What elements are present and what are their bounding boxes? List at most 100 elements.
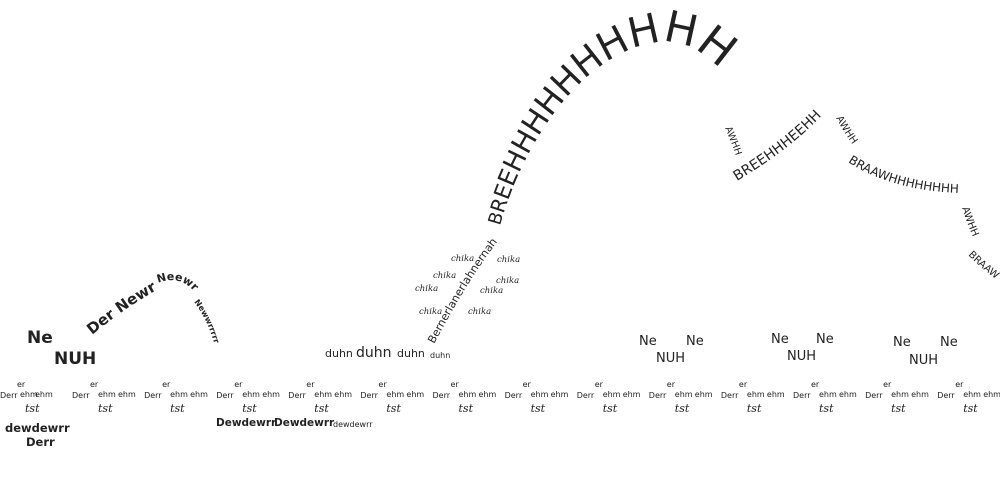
beat-ehm-text: ehm — [170, 390, 188, 399]
beat-er-text: er — [523, 380, 532, 389]
beat-derr-text: Derr — [288, 391, 306, 400]
dewdewrr-text-2: Dewdewrr — [274, 417, 335, 429]
braaw-text: BRAAW — [966, 249, 1000, 281]
beat-er-text: er — [162, 380, 171, 389]
ne-nuh-group-3: Ne Ne NUH — [893, 335, 958, 368]
beat-derr-text: Derr — [360, 391, 378, 400]
chika-text-8: chika — [468, 307, 491, 317]
dewdewrr-text-3: dewdewrr — [333, 420, 373, 429]
beat-derr-text: Derr — [721, 391, 739, 400]
beat-ehm-text: ehm — [983, 390, 1000, 399]
beat-ehm-text: ehm — [35, 390, 53, 399]
ne-text: Ne — [893, 335, 911, 350]
ne-nuh-group-1: Ne Ne NUH — [639, 334, 704, 366]
beat-ehm-text: ehm — [190, 390, 208, 399]
beat-ehm-text: ehm — [314, 390, 332, 399]
awhh-text-3: AWHH — [959, 205, 980, 238]
beat-er-text: er — [667, 380, 676, 389]
beat-tst-text: tst — [314, 402, 329, 415]
ne-text: Ne — [816, 332, 834, 347]
ne-text-left: Ne — [27, 328, 53, 348]
beat-ehm-text: ehm — [262, 390, 280, 399]
chika-text-2: chika — [433, 271, 456, 281]
breeh-letter: B — [485, 210, 509, 228]
beat-ehm-text: ehm — [118, 390, 136, 399]
beat-er-text: er — [234, 380, 243, 389]
beat-er-text: er — [955, 380, 964, 389]
braawhh-text: BRAAWHHHHHHHH — [846, 153, 959, 196]
beat-derr-text: Derr — [0, 391, 18, 400]
beat-derr-text: Derr — [72, 391, 90, 400]
beat-tst-text: tst — [891, 402, 906, 415]
beat-tst-text: tst — [386, 402, 401, 415]
chika-text-4: chika — [419, 307, 442, 317]
beat-tst-text: tst — [531, 402, 546, 415]
beat-er-text: er — [451, 380, 460, 389]
beat-tst-text: tst — [242, 402, 257, 415]
ne-nuh-group-2: Ne Ne NUH — [771, 332, 834, 364]
beat-ehm-text: ehm — [242, 390, 260, 399]
nuh-text: NUH — [656, 351, 685, 366]
beat-er-text: er — [378, 380, 387, 389]
beat-tst-text: tst — [819, 402, 834, 415]
beat-tst-text: tst — [25, 402, 40, 415]
duhn-text-3: duhn — [397, 347, 425, 360]
beat-ehm-text: ehm — [459, 390, 477, 399]
beat-tst-text: tst — [459, 402, 474, 415]
ne-text: Ne — [686, 334, 704, 349]
beat-tst-text: tst — [170, 402, 185, 415]
beat-ehm-text: ehm — [675, 390, 693, 399]
beat-ehm-text: ehm — [551, 390, 569, 399]
duhn-text-2: duhn — [356, 345, 392, 361]
neewr-text: Neewr — [155, 270, 201, 294]
beat-ehm-text: ehm — [406, 390, 424, 399]
beat-derr-text: Derr — [649, 391, 667, 400]
beat-ehm-text: ehm — [963, 390, 981, 399]
beat-ehm-text: ehm — [911, 390, 929, 399]
beat-derr-text: Derr — [793, 391, 811, 400]
beat-ehm-text: ehm — [819, 390, 837, 399]
beat-er-text: er — [811, 380, 820, 389]
beat-tst-text: tst — [98, 402, 113, 415]
beat-tst-text: tst — [963, 402, 978, 415]
beat-tst-text: tst — [675, 402, 690, 415]
ne-text: Ne — [771, 332, 789, 347]
newwrrrrr-text: Newwrrrrr — [192, 298, 221, 345]
beat-derr-text: Derr — [216, 391, 234, 400]
beat-er-text: er — [739, 380, 748, 389]
beat-er-text: er — [17, 380, 26, 389]
chika-text-1: chika — [451, 254, 474, 264]
beat-ehm-text: ehm — [747, 390, 765, 399]
beat-tst-text: tst — [747, 402, 762, 415]
duhn-text-1: duhn — [325, 347, 353, 360]
beat-derr-text: Derr — [433, 391, 451, 400]
beat-derr-text: Derr — [577, 391, 595, 400]
chika-text-7: chika — [480, 286, 503, 296]
chika-text-5: chika — [497, 255, 520, 265]
beat-derr-text: Derr — [937, 391, 955, 400]
nuh-text: NUH — [909, 353, 938, 368]
breehheehh-text: BREEHHHEEHH — [731, 107, 825, 184]
dewdewrr-partial-text: dewdewrr — [5, 421, 70, 435]
breeh-text: BREEHHHHHHHHHH — [485, 2, 747, 228]
beat-ehm-text: ehm — [386, 390, 404, 399]
awhh-text-2: AWHH — [833, 114, 859, 146]
beat-er-text: er — [595, 380, 604, 389]
nuh-text: NUH — [787, 349, 816, 364]
beat-derr-text: Derr — [505, 391, 523, 400]
beat-ehm-text: ehm — [695, 390, 713, 399]
beat-ehm-text: ehm — [334, 390, 352, 399]
beat-derr-text: Derr — [865, 391, 883, 400]
nuh-text-left: NUH — [54, 349, 96, 369]
derr-bold-text: Derr — [26, 435, 55, 449]
beat-ehm-text: ehm — [603, 390, 621, 399]
chika-text-3: chika — [415, 284, 438, 294]
beat-tst-text: tst — [603, 402, 618, 415]
beat-ehm-text: ehm — [767, 390, 785, 399]
beat-ehm-text: ehm — [839, 390, 857, 399]
awhh-text-1: AWHH — [722, 125, 743, 157]
beat-ehm-text: ehm — [623, 390, 641, 399]
duhn-text-4: duhn — [430, 351, 450, 360]
